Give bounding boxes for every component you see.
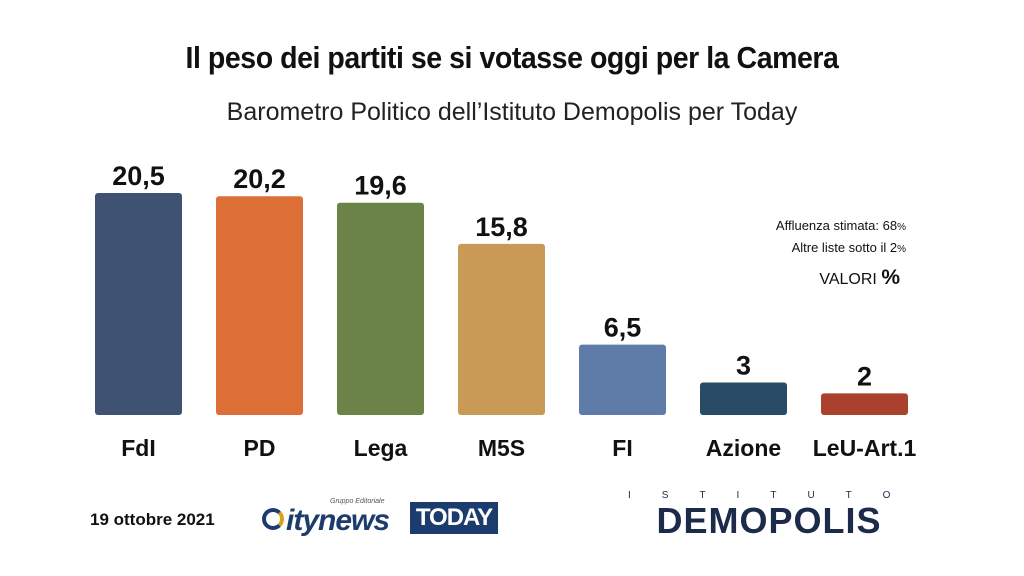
citynews-wordmark: itynews [286, 504, 390, 537]
category-label: M5S [478, 435, 525, 461]
demopolis-istituto-label: ISTITUTO [628, 490, 922, 501]
citynews-group-label: Gruppo Editoriale [330, 498, 385, 505]
chart-subtitle: Barometro Politico dell’Istituto Demopol… [226, 98, 798, 126]
category-label: Lega [354, 435, 408, 461]
citynews-logo: Gruppo Editoriale itynews [260, 498, 400, 538]
others-label: Altre liste sotto il 2 [791, 240, 898, 255]
others-unit: % [897, 244, 906, 255]
bar-fi [579, 344, 666, 415]
bar-azione [700, 382, 787, 415]
category-label: PD [244, 435, 276, 461]
value-label: 19,6 [354, 171, 407, 201]
others-note: Altre liste sotto il 2% [776, 238, 906, 260]
turnout-unit: % [897, 222, 906, 233]
category-label: LeU-Art.1 [813, 435, 917, 461]
value-label: 20,5 [112, 161, 165, 191]
demopolis-wordmark: DEMOPOLIS [656, 500, 882, 541]
bar-fdi [95, 193, 182, 415]
bar-m5s [458, 243, 545, 415]
category-label: FI [612, 435, 632, 461]
value-label: 20,2 [233, 164, 286, 194]
value-label: 6,5 [604, 313, 642, 343]
category-label: FdI [121, 435, 156, 461]
bar-pd [216, 196, 303, 415]
bar-leu-art-1 [821, 393, 908, 415]
turnout-note: Affluenza stimata: 68% [776, 216, 906, 238]
value-label: 2 [857, 361, 872, 391]
survey-date: 19 ottobre 2021 [90, 510, 215, 529]
demopolis-logo: ISTITUTO DEMOPOLIS [628, 490, 910, 542]
citynews-c-icon [262, 508, 284, 530]
category-label: Azione [706, 435, 781, 461]
chart-title: Il peso dei partiti se si votasse oggi p… [185, 40, 839, 75]
value-label: 15,8 [475, 212, 528, 242]
values-unit: % [881, 266, 900, 289]
today-logo: TODAY [410, 502, 498, 534]
values-label: VALORI [819, 271, 877, 288]
turnout-label: Affluenza stimata: 68 [775, 218, 898, 233]
values-unit-note: VALORI % [819, 266, 900, 290]
notes-block: Affluenza stimata: 68% Altre liste sotto… [776, 216, 906, 260]
value-label: 3 [736, 351, 751, 381]
bar-lega [337, 202, 424, 415]
